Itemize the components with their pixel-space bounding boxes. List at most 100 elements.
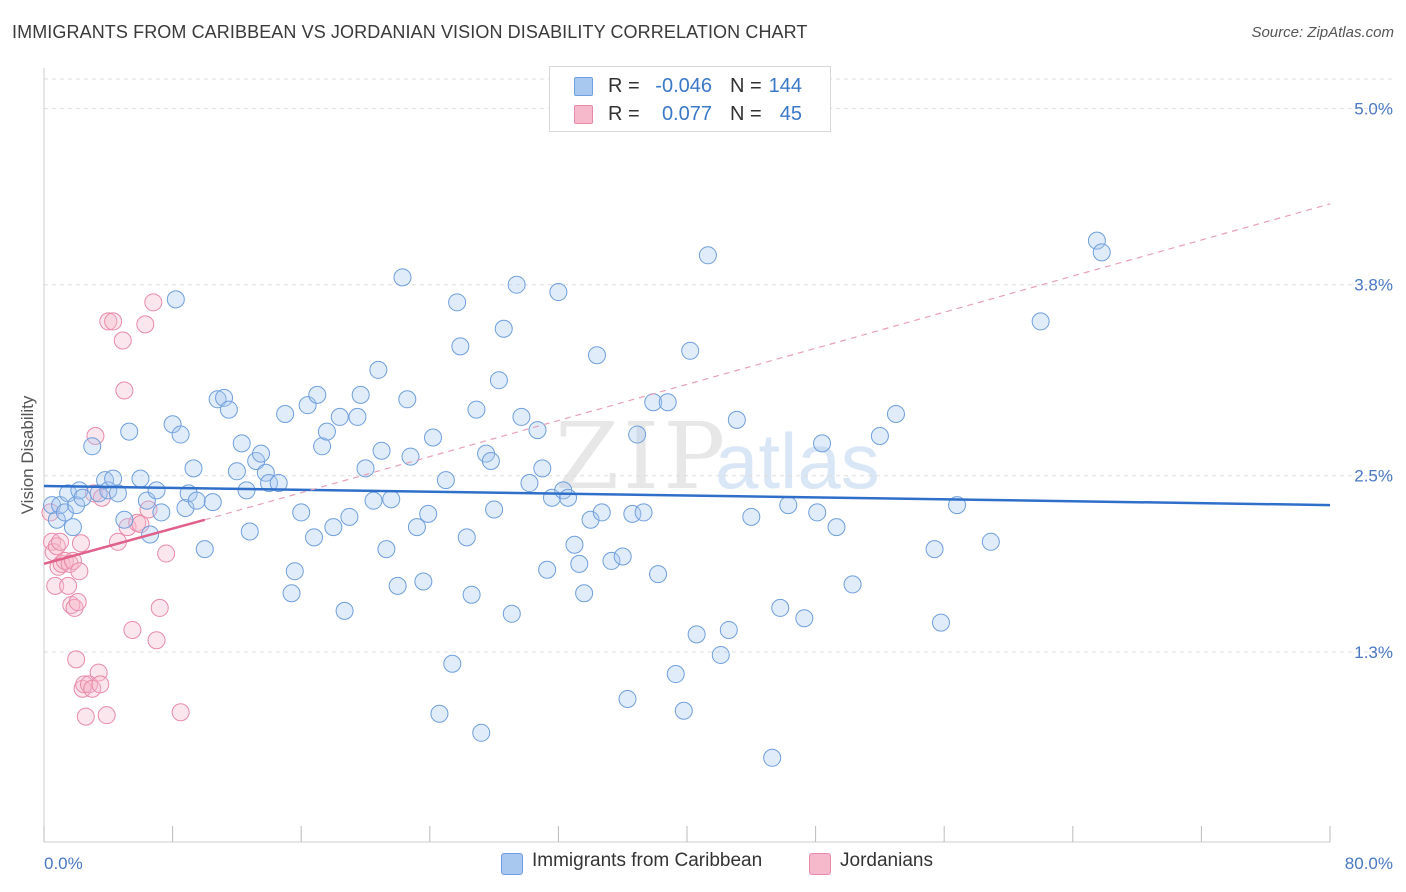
caribbean-point (240, 522, 259, 541)
caribbean-point (147, 481, 166, 500)
caribbean-point (276, 404, 295, 423)
caribbean-point (83, 437, 102, 456)
caribbean-point (335, 601, 354, 620)
caribbean-point (1087, 231, 1106, 250)
jordanian-point (70, 562, 89, 581)
caribbean-point (419, 504, 438, 523)
caribbean-point (618, 690, 637, 709)
caribbean-point (711, 645, 730, 664)
caribbean-point (795, 609, 814, 628)
caribbean-point (507, 275, 526, 294)
caribbean-point (232, 434, 251, 453)
y-axis-label: Vision Disability (18, 395, 37, 514)
caribbean-point (628, 425, 647, 444)
caribbean-point (462, 585, 481, 604)
caribbean-point (451, 337, 470, 356)
caribbean-point (171, 425, 190, 444)
caribbean-point (443, 654, 462, 673)
caribbean-point (195, 540, 214, 559)
caribbean-point (227, 462, 246, 481)
caribbean-point (931, 613, 950, 632)
caribbean-point (414, 572, 433, 591)
jordanian-trend-extension (204, 203, 1331, 521)
caribbean-point (602, 551, 621, 570)
caribbean-point (317, 422, 336, 441)
legend-n-label: N = (730, 75, 762, 97)
legend-r-label: R = (608, 75, 640, 97)
jordanian-trend-line (43, 518, 206, 566)
axes (43, 68, 1331, 843)
caribbean-point (120, 422, 139, 441)
caribbean-point (282, 584, 301, 603)
caribbean-point (388, 576, 407, 595)
caribbean-point (559, 488, 578, 507)
watermark-zip: ZIP (555, 403, 729, 510)
caribbean-point (407, 518, 426, 537)
series-legend: Immigrants from Caribbean Jordanians (0, 850, 1406, 880)
jordanian-point (144, 293, 163, 312)
jordanian-point (60, 554, 79, 573)
caribbean-point (623, 504, 642, 523)
legend-r-label: R = (608, 103, 640, 125)
caribbean-point (457, 528, 476, 547)
caribbean-point (430, 704, 449, 723)
jordanian-point (71, 534, 90, 553)
caribbean-point (305, 528, 324, 547)
caribbean-point (398, 390, 417, 409)
jordanian-point (147, 631, 166, 650)
caribbean-point (340, 507, 359, 526)
caribbean-point (666, 665, 685, 684)
watermark: ZIP atlas (555, 403, 880, 510)
chart-title: IMMIGRANTS FROM CARIBBEAN VS JORDANIAN V… (12, 22, 808, 42)
caribbean-point (219, 400, 238, 419)
caribbean-point (581, 510, 600, 529)
caribbean-point (152, 503, 171, 522)
jordanian-point (150, 598, 169, 617)
jordanian-point (68, 593, 87, 612)
watermark-atlas: atlas (715, 417, 880, 505)
jordanian-point (59, 576, 78, 595)
y-tick-label: 2.5% (1354, 467, 1393, 486)
caribbean-point (779, 496, 798, 515)
caribbean-point (393, 268, 412, 287)
caribbean-point (489, 371, 508, 390)
caribbean-point (330, 407, 349, 426)
jordanian-point (41, 503, 60, 522)
legend-swatch-jordanian (574, 105, 593, 124)
legend-swatch-caribbean (574, 77, 593, 96)
caribbean-point (348, 407, 367, 426)
caribbean-point (763, 748, 782, 767)
caribbean-point (808, 503, 827, 522)
caribbean-point (401, 447, 420, 466)
caribbean-point (382, 490, 401, 509)
legend-r-value: 0.077 (661, 103, 712, 125)
caribbean-point (494, 319, 513, 338)
legend-r-value: -0.046 (655, 75, 712, 97)
series-legend-swatch-caribbean (501, 853, 523, 875)
jordanian-point (75, 675, 94, 694)
caribbean-point (372, 441, 391, 460)
caribbean-point (436, 471, 455, 490)
caribbean-point (424, 428, 443, 447)
caribbean-point (512, 407, 531, 426)
caribbean-point (313, 437, 332, 456)
caribbean-point (308, 385, 327, 404)
jordanian-point (91, 675, 110, 694)
caribbean-point (108, 484, 127, 503)
jordanian-point (123, 620, 142, 639)
caribbean-point (925, 540, 944, 559)
caribbean-point (256, 463, 275, 482)
caribbean-point (870, 427, 889, 446)
caribbean-point (448, 293, 467, 312)
chart-source: Source: ZipAtlas.com (1251, 24, 1394, 41)
caribbean-point (502, 604, 521, 623)
caribbean-point (613, 547, 632, 566)
caribbean-point (208, 390, 227, 409)
caribbean-point (681, 341, 700, 360)
caribbean-point (252, 444, 271, 463)
caribbean-point (215, 388, 234, 407)
jordanian-point (76, 707, 95, 726)
caribbean-point (886, 404, 905, 423)
jordanian-point (86, 427, 105, 446)
